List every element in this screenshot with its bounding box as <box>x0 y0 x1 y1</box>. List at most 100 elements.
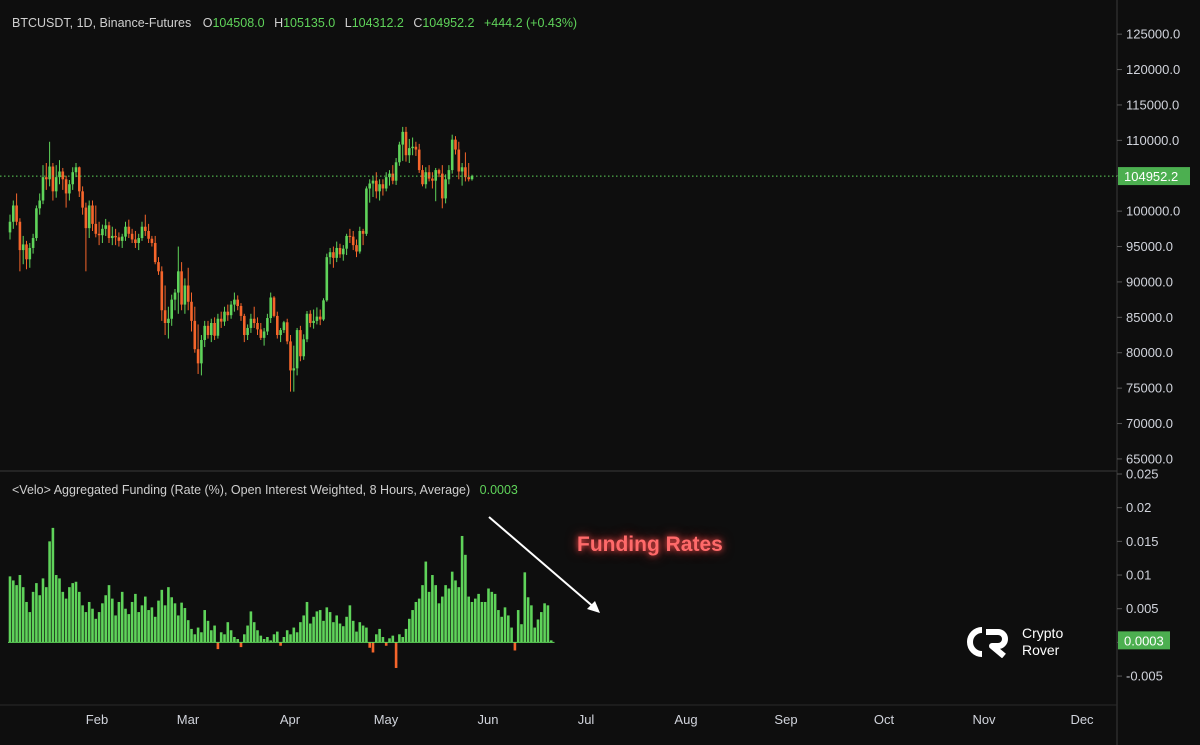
funding-bar <box>196 627 200 643</box>
candle-body <box>421 170 424 185</box>
candle-body <box>391 173 395 181</box>
month-label: Mar <box>177 712 200 727</box>
candle-body <box>289 341 292 371</box>
candle-body <box>21 244 25 251</box>
candle-body <box>61 171 65 180</box>
crypto-rover-icon <box>967 627 1008 658</box>
last-price-label: 104952.2 <box>1124 169 1178 184</box>
funding-bar <box>213 625 216 643</box>
candle-body <box>450 139 454 171</box>
candle-body <box>104 225 107 229</box>
candle-body <box>213 322 216 336</box>
candle-body <box>417 149 421 171</box>
candle-body <box>447 170 451 180</box>
funding-bar <box>38 595 41 643</box>
candle-body <box>206 325 210 336</box>
candle-body <box>361 230 365 234</box>
candle-body <box>107 225 111 239</box>
funding-bar <box>18 575 22 643</box>
funding-bar <box>490 591 494 643</box>
funding-bar <box>516 610 520 643</box>
funding-bar <box>61 591 65 643</box>
funding-bar <box>411 610 414 643</box>
crypto-rover-logo: Crypto Rover <box>966 625 1063 659</box>
funding-bar <box>210 630 213 643</box>
price-tick-label: 75000.0 <box>1126 381 1173 396</box>
funding-bar <box>262 639 266 643</box>
funding-bar <box>285 630 289 643</box>
funding-bar <box>487 588 490 643</box>
symbol-label: BTCUSDT, 1D, Binance-Futures <box>12 16 192 30</box>
candle-body <box>404 131 408 156</box>
funding-tick-label: -0.005 <box>1126 669 1163 684</box>
candle-body <box>58 171 61 178</box>
funding-bar <box>371 642 375 653</box>
funding-bar <box>68 587 71 643</box>
candle-body <box>8 221 12 233</box>
funding-bar <box>474 598 477 643</box>
candle-body <box>276 315 279 336</box>
funding-bar <box>239 642 243 648</box>
funding-bar <box>401 636 404 643</box>
candle-body <box>233 299 236 305</box>
candle-body <box>45 177 48 180</box>
funding-bar <box>536 619 540 643</box>
funding-bar <box>437 603 441 643</box>
funding-bar <box>318 610 322 643</box>
change-value: +444.2 (+0.43%) <box>483 16 578 30</box>
funding-bar <box>183 608 187 643</box>
funding-bar <box>322 620 325 643</box>
candle-body <box>259 329 263 338</box>
funding-bar <box>107 585 111 643</box>
month-label: Apr <box>280 712 301 727</box>
funding-bar <box>276 631 279 643</box>
funding-bar <box>483 601 487 643</box>
funding-bar <box>236 639 239 643</box>
funding-bar <box>91 608 94 643</box>
candle-body <box>124 226 127 237</box>
price-tick-label: 115000.0 <box>1126 97 1179 112</box>
price-tick-label: 80000.0 <box>1126 345 1173 360</box>
funding-bar <box>81 605 84 643</box>
candle-body <box>12 205 15 222</box>
funding-bar <box>229 630 233 643</box>
funding-bar <box>358 622 362 643</box>
funding-bar <box>58 578 61 643</box>
funding-bar <box>163 605 167 643</box>
funding-bar <box>130 601 134 643</box>
candle-body <box>338 247 342 255</box>
funding-bar <box>444 585 447 643</box>
candle-body <box>345 235 348 249</box>
candle-body <box>226 311 230 316</box>
funding-bar <box>431 575 434 643</box>
candle-body <box>177 271 180 293</box>
candle-body <box>219 318 223 322</box>
month-label: Aug <box>674 712 697 727</box>
funding-bar <box>421 585 424 643</box>
candle-body <box>437 170 441 174</box>
funding-bar <box>457 587 461 643</box>
funding-bar <box>94 618 98 643</box>
funding-bar <box>173 603 177 643</box>
candle-body <box>249 318 253 328</box>
funding-bar <box>520 624 523 643</box>
candle-body <box>210 322 213 336</box>
month-label: Jul <box>578 712 595 727</box>
candle-body <box>64 179 68 194</box>
funding-bar <box>279 642 282 646</box>
candle-body <box>130 233 134 240</box>
funding-bar <box>335 615 338 643</box>
price-legend: BTCUSDT, 1D, Binance-Futures O104508.0 H… <box>12 16 577 30</box>
candle-body <box>325 257 329 301</box>
candle-body <box>163 310 167 323</box>
candle-body <box>401 131 404 145</box>
funding-bar <box>464 554 467 643</box>
funding-bar <box>477 593 480 643</box>
last-price-tag <box>1118 167 1190 186</box>
funding-bar <box>256 630 259 643</box>
low-label: L <box>344 16 352 30</box>
candle-body <box>84 207 88 229</box>
price-tick-label: 95000.0 <box>1126 239 1173 254</box>
funding-bar <box>414 601 418 643</box>
funding-bar <box>526 597 530 643</box>
